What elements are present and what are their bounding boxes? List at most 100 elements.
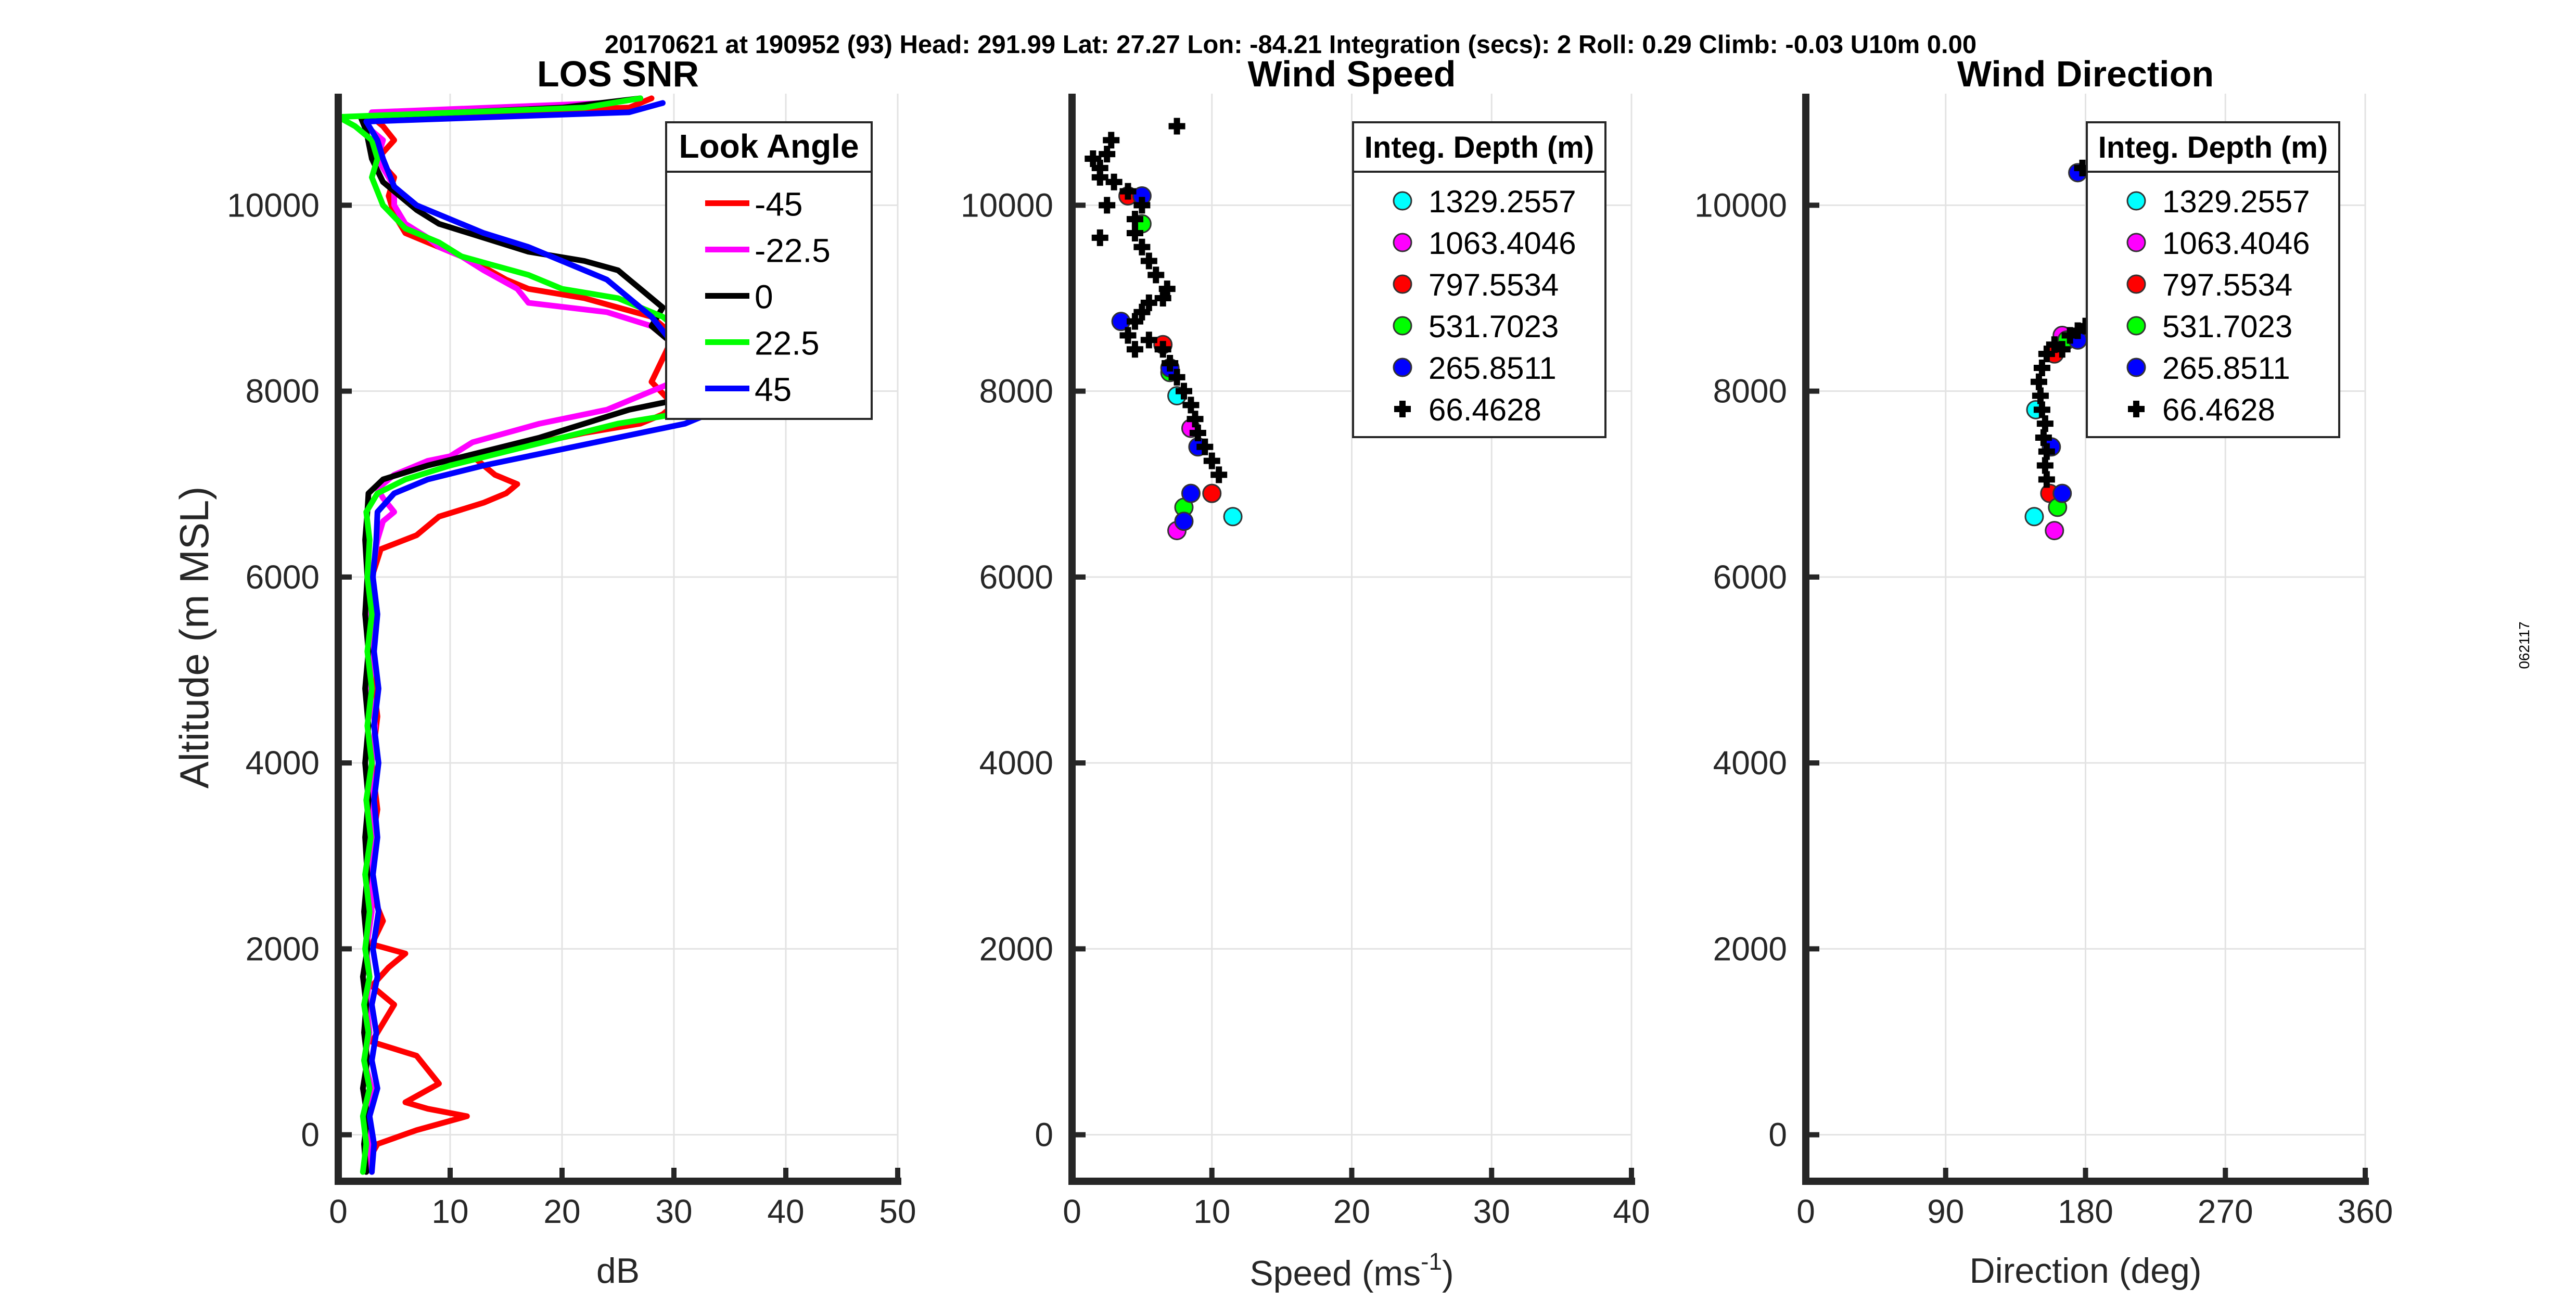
legend-label: 531.7023 xyxy=(2162,309,2292,344)
data-point xyxy=(1174,512,1194,531)
legend-swatch-circle xyxy=(1393,233,1412,252)
x-tick-label: 90 xyxy=(1927,1193,1964,1230)
x-tick-label: 270 xyxy=(2198,1193,2253,1230)
x-tick-label: 50 xyxy=(879,1193,916,1230)
y-tick-label: 8000 xyxy=(979,373,1053,410)
x-tick-label: 0 xyxy=(329,1193,348,1230)
x-axis-label: Direction (deg) xyxy=(1970,1251,2202,1291)
data-point xyxy=(2052,483,2072,503)
data-point-plus xyxy=(1091,169,1108,186)
y-tick-label: 6000 xyxy=(979,558,1053,596)
x-axis-label-tail: ) xyxy=(1442,1254,1454,1293)
data-point-plus xyxy=(1126,211,1143,228)
legend-swatch-circle xyxy=(2126,233,2146,252)
y-tick-label: 6000 xyxy=(1713,558,1787,596)
data-point-plus xyxy=(2038,443,2055,460)
data-point-plus xyxy=(1105,173,1123,190)
y-tick-label: 10000 xyxy=(961,186,1053,224)
data-point-plus xyxy=(1140,294,1157,311)
data-point-plus xyxy=(1154,341,1171,358)
legend-swatch-circle xyxy=(1393,191,1412,211)
data-point xyxy=(1223,507,1243,527)
chart-title: Wind Direction xyxy=(1957,54,2214,94)
data-point-plus xyxy=(2032,387,2049,404)
plot-area xyxy=(335,95,722,1175)
legend-label: 1063.4046 xyxy=(2162,226,2310,261)
legend-label: 66.4628 xyxy=(1429,392,1541,427)
legend-swatch-circle xyxy=(1393,274,1412,294)
data-point-plus xyxy=(2030,373,2047,390)
data-point-plus xyxy=(1210,466,1228,483)
data-point-plus xyxy=(1187,411,1204,428)
data-point-plus xyxy=(1126,224,1143,241)
x-tick-label: 10 xyxy=(1193,1193,1230,1230)
x-tick-label: 10 xyxy=(431,1193,468,1230)
x-tick-label: 20 xyxy=(543,1193,580,1230)
y-tick-label: 0 xyxy=(301,1116,320,1154)
data-point xyxy=(2024,507,2044,527)
chart-title: LOS SNR xyxy=(537,54,699,94)
data-point-plus xyxy=(1085,150,1102,168)
legend-label: 66.4628 xyxy=(2162,392,2275,427)
legend-swatch-circle xyxy=(2126,358,2146,377)
plot-area xyxy=(1085,118,1243,541)
legend-swatch-plus xyxy=(2128,401,2145,417)
x-axis-label: Speed (ms-1) xyxy=(1249,1248,1453,1293)
legend: Look Angle -45 -22.5 0 22.5 45 xyxy=(665,121,873,420)
legend-label: 265.8511 xyxy=(2162,351,2290,386)
legend-title: Integ. Depth (m) xyxy=(2098,131,2328,164)
data-point-plus xyxy=(2035,429,2052,446)
data-point-plus xyxy=(1099,146,1116,163)
x-tick-label: 30 xyxy=(655,1193,692,1230)
data-point-plus xyxy=(1133,303,1151,321)
x-tick-label: 40 xyxy=(767,1193,804,1230)
data-point-plus xyxy=(1103,132,1120,149)
y-tick-label: 4000 xyxy=(1713,744,1787,782)
legend-label: 797.5534 xyxy=(1429,267,1559,302)
header-info-line: 20170621 at 190952 (93) Head: 291.99 Lat… xyxy=(605,31,1976,59)
series-line-1 xyxy=(366,95,677,1175)
data-point-plus xyxy=(1189,425,1206,442)
legend-label: 22.5 xyxy=(755,325,820,362)
data-point xyxy=(1181,483,1201,503)
legend-swatch-circle xyxy=(1393,358,1412,377)
legend-label: 1063.4046 xyxy=(1429,226,1576,261)
data-point-plus xyxy=(1158,280,1176,298)
y-tick-label: 10000 xyxy=(227,186,320,224)
data-point-plus xyxy=(1133,197,1151,214)
data-point-plus xyxy=(2033,401,2050,418)
legend-swatch-plus xyxy=(1394,401,1411,417)
data-point-plus xyxy=(1126,341,1143,358)
data-point-plus xyxy=(1119,327,1137,344)
data-point-plus xyxy=(2038,471,2055,488)
x-axis-label-main: Speed (ms xyxy=(1249,1254,1421,1293)
data-point-plus xyxy=(1162,355,1179,372)
y-tick-label: 8000 xyxy=(1713,373,1787,410)
y-tick-label: 4000 xyxy=(246,744,320,782)
legend-label: 0 xyxy=(755,278,773,316)
y-tick-label: 2000 xyxy=(1713,930,1787,967)
legend: Integ. Depth (m) 1329.2557 1063.4046 797.55… xyxy=(1352,121,1606,438)
data-point-plus xyxy=(1126,313,1143,330)
y-tick-label: 4000 xyxy=(979,744,1053,782)
data-point-plus xyxy=(1154,289,1171,307)
x-tick-label: 0 xyxy=(1063,1193,1081,1230)
data-point-plus xyxy=(2036,457,2054,474)
x-tick-label: 40 xyxy=(1613,1193,1650,1230)
data-point-plus xyxy=(1119,183,1137,200)
data-point-plus xyxy=(1133,238,1151,256)
x-tick-label: 360 xyxy=(2338,1193,2393,1230)
y-tick-label: 6000 xyxy=(246,558,320,596)
data-point-plus xyxy=(1140,331,1157,349)
y-axis-label: Altitude (m MSL) xyxy=(171,487,217,789)
y-tick-label: 0 xyxy=(1768,1116,1787,1154)
data-point-plus xyxy=(1099,197,1116,214)
chart-panel-2: 0 10 20 30 40 0 2000 4000 6000 8000 10000 Wind Spee… xyxy=(961,54,1650,1293)
x-tick-label: 0 xyxy=(1796,1193,1815,1230)
y-tick-label: 2000 xyxy=(979,930,1053,967)
legend-swatch-circle xyxy=(2126,191,2146,211)
series-line-5 xyxy=(363,100,722,1175)
y-tick-label: 2000 xyxy=(246,930,320,967)
